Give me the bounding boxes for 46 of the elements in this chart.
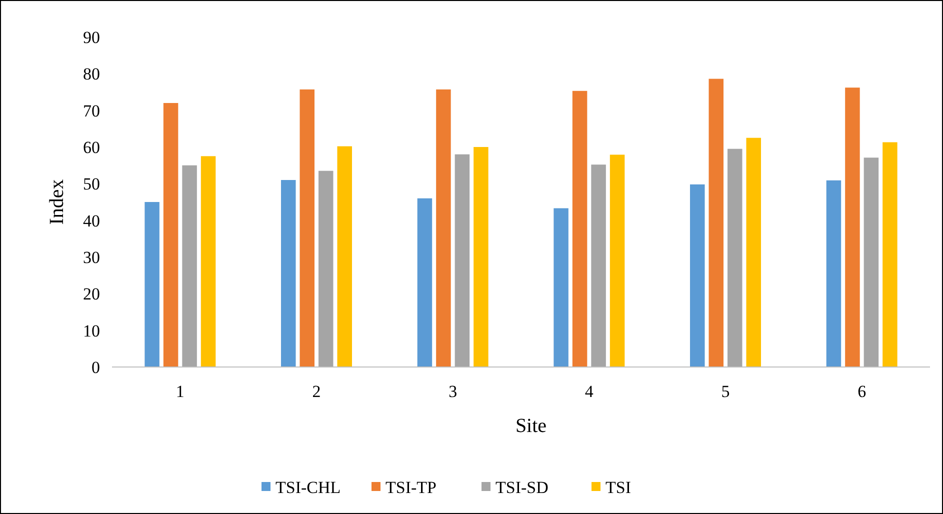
x-tick-label: 5 [721, 382, 730, 401]
y-tick-label: 30 [83, 248, 100, 267]
bar [746, 138, 761, 367]
bar [610, 154, 625, 367]
y-tick-label: 20 [83, 284, 100, 304]
bar [436, 89, 451, 367]
bar [182, 165, 197, 367]
legend-label: TSI-TP [386, 478, 436, 497]
bar [591, 164, 606, 367]
y-tick-label: 80 [83, 64, 100, 84]
bar [318, 170, 334, 367]
y-tick-label: 50 [83, 174, 100, 194]
y-tick-label: 10 [83, 321, 100, 340]
bar [454, 154, 470, 367]
bar [728, 148, 742, 367]
bar [882, 142, 898, 367]
x-tick-label: 1 [176, 382, 184, 401]
y-tick-label: 60 [83, 138, 100, 157]
bar [200, 156, 216, 367]
legend-label: TSI-CHL [276, 478, 341, 497]
bar [690, 184, 705, 367]
bar [572, 90, 588, 367]
x-axis-title: Site [515, 415, 547, 437]
y-tick-label: 70 [83, 101, 100, 120]
bar [864, 158, 879, 367]
y-tick-label: 0 [92, 358, 100, 377]
x-tick-label: 4 [584, 382, 594, 401]
legend-label: TSI [606, 478, 632, 497]
bar [708, 78, 724, 367]
y-tick-label: 90 [83, 28, 100, 47]
bar [474, 147, 488, 367]
x-tick-label: 3 [448, 382, 458, 401]
x-tick-label: 2 [312, 382, 321, 401]
bar [845, 88, 860, 367]
bar [144, 202, 160, 367]
bar [337, 146, 352, 367]
x-tick-label: 6 [858, 382, 866, 401]
bar [554, 208, 568, 367]
bar [300, 89, 314, 367]
y-axis-title: Index [46, 179, 68, 225]
bar [163, 103, 178, 367]
bar [417, 198, 432, 367]
bar [281, 180, 296, 367]
bar [826, 180, 842, 367]
legend-label: TSI-SD [496, 478, 548, 497]
y-tick-label: 40 [83, 211, 100, 230]
